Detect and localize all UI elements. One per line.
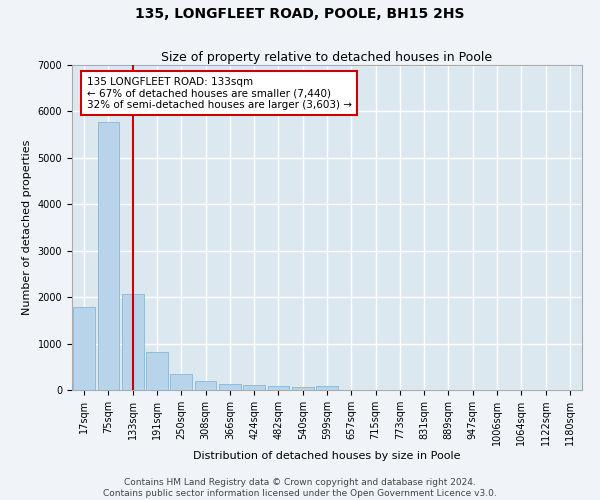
Text: Contains HM Land Registry data © Crown copyright and database right 2024.
Contai: Contains HM Land Registry data © Crown c… bbox=[103, 478, 497, 498]
X-axis label: Distribution of detached houses by size in Poole: Distribution of detached houses by size … bbox=[193, 451, 461, 461]
Bar bbox=[268, 386, 289, 390]
Bar bbox=[146, 352, 168, 390]
Bar bbox=[170, 374, 192, 390]
Bar bbox=[316, 386, 338, 390]
Bar bbox=[97, 122, 119, 390]
Bar bbox=[122, 294, 143, 390]
Bar bbox=[243, 386, 265, 390]
Y-axis label: Number of detached properties: Number of detached properties bbox=[22, 140, 32, 315]
Bar bbox=[73, 308, 95, 390]
Text: 135, LONGFLEET ROAD, POOLE, BH15 2HS: 135, LONGFLEET ROAD, POOLE, BH15 2HS bbox=[135, 8, 465, 22]
Text: 135 LONGFLEET ROAD: 133sqm
← 67% of detached houses are smaller (7,440)
32% of s: 135 LONGFLEET ROAD: 133sqm ← 67% of deta… bbox=[86, 76, 352, 110]
Title: Size of property relative to detached houses in Poole: Size of property relative to detached ho… bbox=[161, 51, 493, 64]
Bar bbox=[219, 384, 241, 390]
Bar bbox=[292, 386, 314, 390]
Bar bbox=[194, 381, 217, 390]
